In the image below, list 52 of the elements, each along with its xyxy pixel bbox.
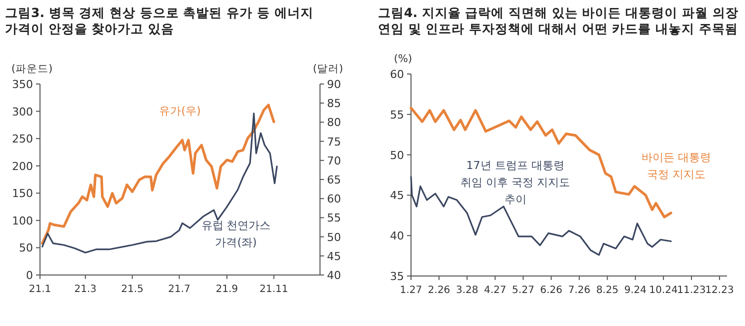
y-axis-title: (%) [394, 53, 412, 65]
y-tick-label: 300 [12, 105, 33, 118]
y2-tick-label: 50 [327, 230, 341, 244]
y-tick-label: 200 [12, 160, 33, 173]
y2-tick-label: 40 [327, 269, 341, 282]
y2-tick-label: 85 [327, 97, 341, 110]
y-tick-label: 50 [19, 242, 33, 255]
x-tick-label: 9.24 [624, 285, 647, 296]
x-tick-label: 8.25 [596, 285, 618, 296]
x-tick-label: 5.27 [512, 285, 534, 296]
chart-title: 그림4. 지지율 급락에 직면해 있는 바이든 대통령이 파월 의장 연임 및 인프라 투자정책에 대해서 어떤 카드를 내놓지 주목됨 [378, 5, 738, 36]
y-tick-label: 350 [12, 78, 33, 91]
x-tick-label: 21.9 [216, 284, 238, 295]
y-tick-label: 40 [390, 230, 404, 243]
y2-tick-label: 90 [327, 78, 341, 91]
y-tick-label: 55 [390, 108, 404, 122]
y-tick-label: 250 [12, 132, 33, 146]
y2-axis-title: (달러) [312, 63, 344, 75]
y2-tick-label: 80 [327, 116, 341, 130]
y-tick-label: 45 [390, 189, 404, 202]
x-tick-label: 3.28 [456, 285, 478, 296]
x-tick-label: 1.27 [400, 285, 422, 296]
y-tick-label: 100 [12, 214, 33, 228]
x-tick-label: 12.23 [705, 285, 734, 296]
series-label: 바이든 대통령 국정 지지도 [642, 150, 712, 181]
x-tick-label: 21.11 [260, 284, 288, 295]
x-tick-label: 4.27 [484, 285, 506, 296]
x-tick-label: 21.3 [74, 284, 97, 295]
x-tick-label: 2.26 [428, 285, 450, 296]
x-tick-label: 11.23 [677, 285, 706, 296]
y2-tick-label: 55 [327, 212, 341, 225]
y2-tick-label: 60 [327, 192, 341, 206]
y2-tick-label: 70 [327, 154, 341, 168]
x-tick-label: 7.26 [568, 285, 590, 296]
x-tick-label: 10.24 [649, 285, 678, 296]
x-tick-label: 6.26 [540, 285, 562, 296]
y-tick-label: 60 [390, 68, 404, 81]
y2-tick-label: 75 [327, 135, 341, 148]
series-label: 유럽 천연가스 가격(좌) [201, 219, 271, 250]
text: 유가(우) [159, 104, 201, 118]
y-tick-label: 35 [390, 270, 404, 283]
y-tick-label: 150 [12, 187, 33, 200]
y2-tick-label: 65 [327, 174, 341, 186]
y-axis-title: (파운드) [11, 63, 53, 75]
x-tick-label: 21.7 [168, 284, 190, 295]
y-tick-label: 0 [26, 269, 33, 282]
y-tick-label: 50 [390, 148, 404, 162]
x-tick-label: 21.1 [28, 284, 52, 295]
x-tick-label: 21.5 [121, 284, 144, 295]
y2-tick-label: 45 [327, 250, 341, 263]
series-label: 17년 트럼프 대통령 취임 이후 국정 지지도 추이 [460, 158, 570, 206]
chart-title: 그림3. 병목 경제 현상 등으로 촉발된 유가 등 에너지 가격이 안정을 찾아가고 있음 [5, 5, 314, 36]
